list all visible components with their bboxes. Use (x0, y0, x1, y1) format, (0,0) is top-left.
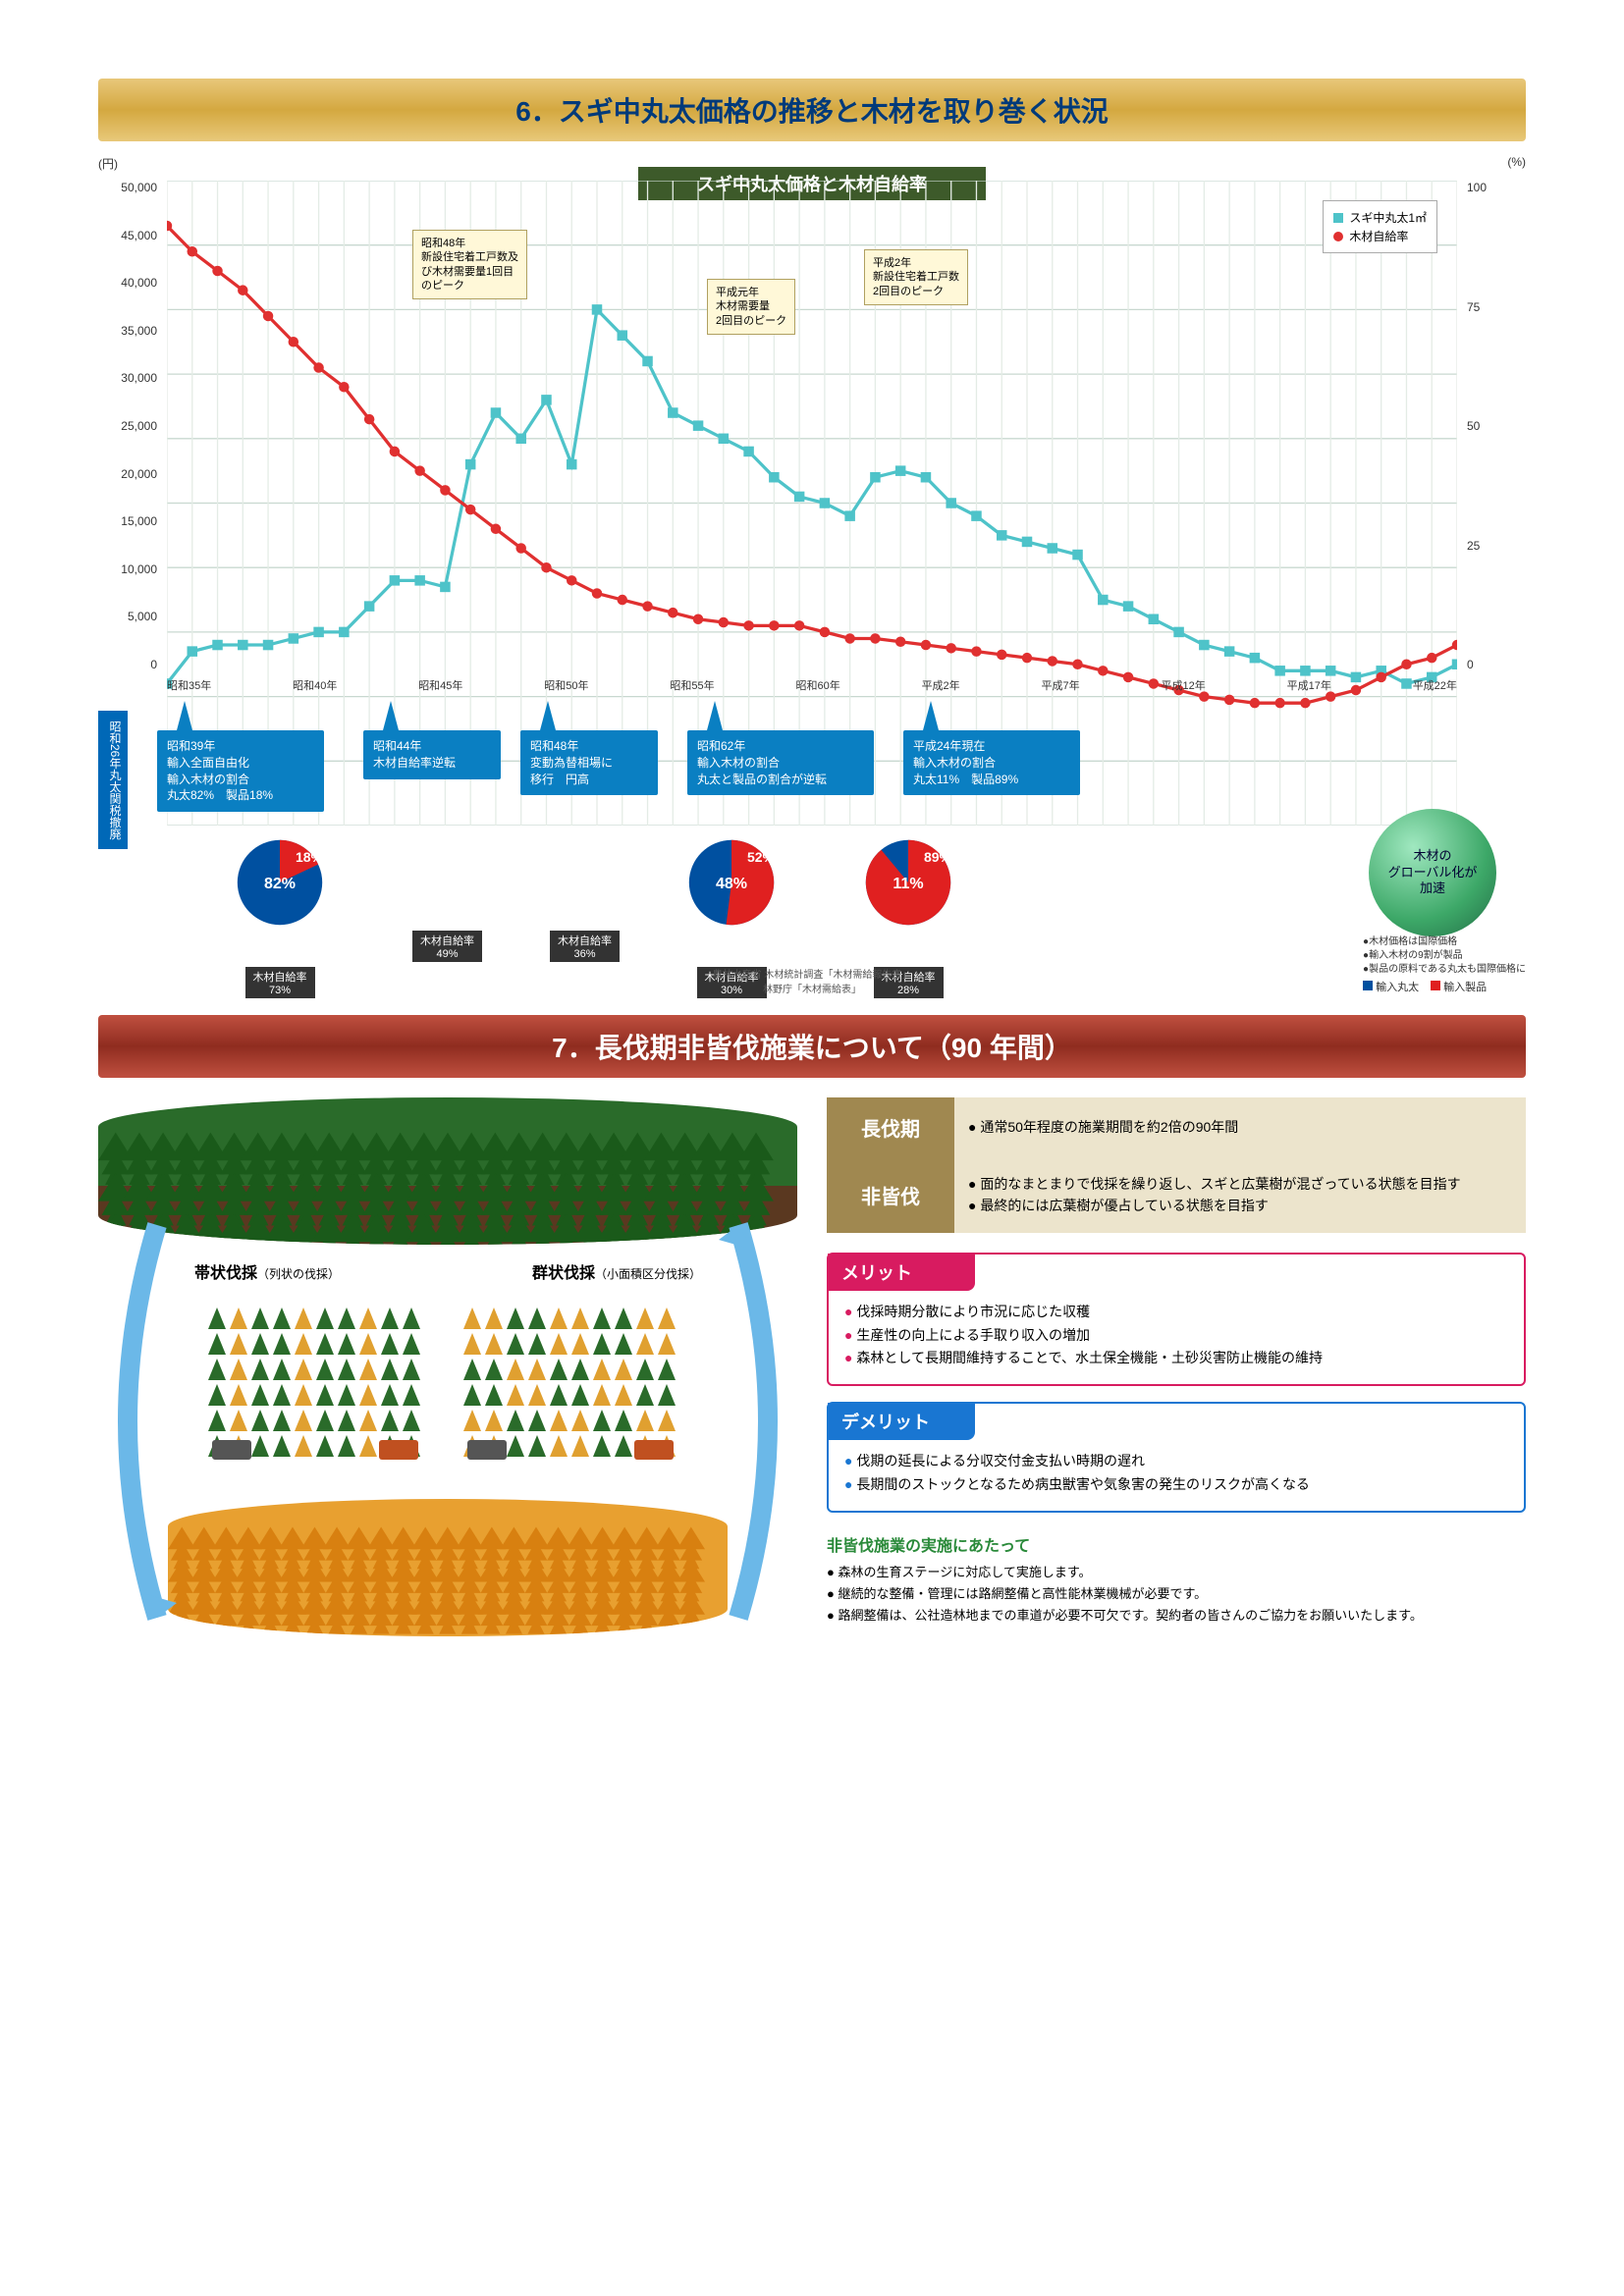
demerit-title: デメリット (828, 1403, 975, 1440)
forest-after (168, 1499, 728, 1636)
globe-icon: 木材の グローバル化が 加速 (1369, 809, 1496, 936)
price-chart: (円) (%) スギ中丸太価格と木材自給率 50,00045,00040,000… (98, 161, 1526, 711)
timeline-event: 昭和39年 輸入全面自由化 輸入木材の割合 丸太82% 製品18% (157, 730, 324, 812)
definition-table: 長伐期● 通常50年程度の施業期間を約2倍の90年間非皆伐● 面的なまとまりで伐… (827, 1097, 1526, 1233)
chart-source: 農林水産省 木材統計調査「木材需給報告書」 林野庁「木材需給表」 (713, 966, 912, 995)
cycle-arrow-right (719, 1215, 807, 1628)
list-item: 継続的な整備・管理には路網整備と高性能林業機械が必要です。 (827, 1583, 1526, 1605)
section6-header: 6．スギ中丸太価格の推移と木材を取り巻く状況 (98, 79, 1526, 141)
y-left-unit: (円) (98, 155, 118, 172)
chart-callout: 昭和48年 新設住宅着工戸数及 び木材需要量1回目 のピーク (412, 230, 527, 299)
mini-legend-a: 輸入丸太 (1376, 982, 1419, 993)
list-item: 路網整備は、公社造林地までの車道が必要不可欠です。契約者の皆さんのご協力をお願い… (827, 1605, 1526, 1627)
group-cutting-illustration (458, 1293, 693, 1469)
chart-callout: 平成元年 木材需要量 2回目のピーク (707, 279, 795, 335)
strip-cutting-illustration (202, 1293, 438, 1469)
section7-header: 7．長伐期非皆伐施業について（90 年間） (98, 1015, 1526, 1078)
cut-label-2: 群状伐採（小面積区分伐採） (532, 1259, 701, 1283)
timeline-event: 昭和62年 輸入木材の割合 丸太と製品の割合が逆転 (687, 730, 874, 795)
list-item: 伐期の延長による分収交付金支払い時期の遅れ (844, 1450, 1508, 1473)
notes-text: ●木材価格は国際価格 ●輸入木材の9割が製品 ●製品の原料である丸太も国際価格に (1363, 935, 1526, 977)
pie-chart: 木材自給率 49% (412, 838, 482, 962)
implementation-list: 森林の生育ステージに対応して実施します。継続的な整備・管理には路網整備と高性能林… (827, 1562, 1526, 1627)
demerit-panel: デメリット 伐期の延長による分収交付金支払い時期の遅れ長期間のストックとなるため… (827, 1402, 1526, 1513)
timeline-event: 昭和48年 変動為替相場に 移行 円高 (520, 730, 658, 795)
y-ticks-right: 1007550250 (1467, 181, 1526, 671)
mini-legend-marker-b (1431, 981, 1440, 990)
list-item: 長期間のストックとなるため病虫獣害や気象害の発生のリスクが高くなる (844, 1473, 1508, 1497)
y-ticks-left: 50,00045,00040,00035,00030,00025,00020,0… (98, 181, 157, 671)
chart-legend: スギ中丸太1㎡ 木材自給率 (1323, 200, 1437, 253)
mini-legend: 輸入丸太 輸入製品 (1363, 981, 1526, 995)
list-item: 森林として長期間維持することで、水土保全機能・土砂災害防止機能の維持 (844, 1347, 1508, 1370)
legend-marker-2 (1333, 232, 1343, 241)
legend-marker-1 (1333, 213, 1343, 223)
pie-chart: 82% 18%木材自給率 73% (236, 838, 324, 998)
mini-legend-marker-a (1363, 981, 1373, 990)
list-item: 生産性の向上による手取り収入の増加 (844, 1324, 1508, 1348)
timeline-event: 平成24年現在 輸入木材の割合 丸太11% 製品89% (903, 730, 1080, 795)
implementation-title: 非皆伐施業の実施にあたって (827, 1532, 1526, 1556)
cut-label-1: 帯状伐採（列状の伐採） (194, 1259, 340, 1283)
timeline: 昭和26年丸太関税撤廃 昭和39年 輸入全面自由化 輸入木材の割合 丸太82% … (98, 730, 1526, 986)
side-flag: 昭和26年丸太関税撤廃 (98, 711, 128, 849)
forestry-illustration: 帯状伐採（列状の伐採） 群状伐採（小面積区分伐採） (98, 1097, 797, 1636)
mini-legend-b: 輸入製品 (1443, 982, 1487, 993)
chart-notes: ●木材価格は国際価格 ●輸入木材の9割が製品 ●製品の原料である丸太も国際価格に… (1363, 935, 1526, 995)
legend-label-1: スギ中丸太1㎡ (1349, 209, 1427, 226)
globe-text: 木材の グローバル化が 加速 (1388, 848, 1478, 898)
merit-panel: メリット 伐採時期分散により市況に応じた収穫生産性の向上による手取り収入の増加森… (827, 1253, 1526, 1386)
merit-title: メリット (828, 1254, 975, 1291)
definition-row: 非皆伐● 面的なまとまりで伐採を繰り返し、スギと広葉樹が混ざっている状態を目指す… (827, 1157, 1526, 1233)
timeline-event: 昭和44年 木材自給率逆転 (363, 730, 501, 779)
legend-label-2: 木材自給率 (1349, 228, 1408, 244)
pie-chart: 木材自給率 36% (550, 838, 620, 962)
chart-callout: 平成2年 新設住宅着工戸数 2回目のピーク (864, 249, 968, 305)
y-right-unit: (%) (1507, 155, 1526, 169)
x-ticks: 昭和35年昭和40年昭和45年昭和50年昭和55年昭和60年平成2年平成7年平成… (167, 677, 1457, 693)
forest-before (98, 1097, 797, 1245)
chart-plot (167, 181, 1457, 826)
definition-row: 長伐期● 通常50年程度の施業期間を約2倍の90年間 (827, 1097, 1526, 1157)
list-item: 森林の生育ステージに対応して実施します。 (827, 1562, 1526, 1583)
cycle-arrow-left (88, 1215, 177, 1628)
list-item: 伐採時期分散により市況に応じた収穫 (844, 1301, 1508, 1324)
